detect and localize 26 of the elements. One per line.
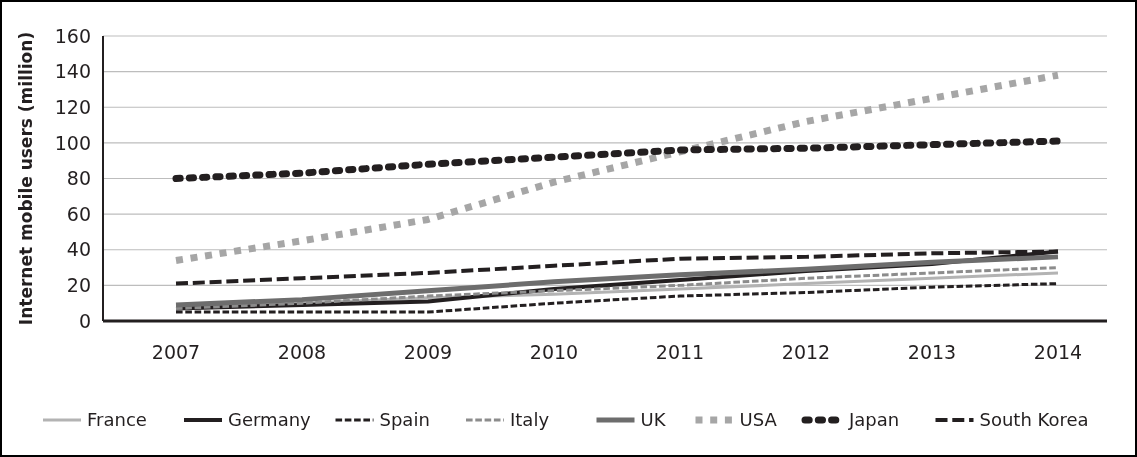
x-tick-label: 2010 bbox=[529, 341, 579, 363]
x-tick-label: 2009 bbox=[403, 341, 453, 363]
y-tick-label: 100 bbox=[54, 131, 91, 154]
x-tick-label: 2014 bbox=[1033, 341, 1083, 363]
y-tick-label: 0 bbox=[78, 309, 91, 332]
y-tick-label: 60 bbox=[66, 202, 91, 225]
legend-label: Spain bbox=[379, 409, 430, 430]
legend-label: Japan bbox=[848, 409, 900, 430]
y-tick-label: 120 bbox=[54, 95, 91, 118]
x-tick-label: 2011 bbox=[655, 341, 705, 363]
y-tick-label: 140 bbox=[54, 60, 91, 83]
legend-label: UK bbox=[640, 409, 667, 430]
legend-label: Germany bbox=[228, 409, 312, 430]
y-tick-label: 40 bbox=[66, 238, 91, 261]
legend-label: France bbox=[87, 409, 147, 430]
x-tick-label: 2013 bbox=[907, 341, 957, 363]
y-tick-label: 80 bbox=[66, 167, 91, 190]
y-tick-label: 160 bbox=[54, 24, 91, 47]
y-tick-label: 20 bbox=[66, 274, 91, 297]
legend-label: USA bbox=[739, 409, 778, 430]
legend-label: South Korea bbox=[979, 409, 1089, 430]
legend-label: Italy bbox=[510, 409, 550, 430]
x-tick-label: 2008 bbox=[277, 341, 327, 363]
x-tick-label: 2012 bbox=[781, 341, 831, 363]
x-tick-label: 2007 bbox=[151, 341, 201, 363]
y-axis-title: Internet mobile users (million) bbox=[16, 31, 36, 326]
